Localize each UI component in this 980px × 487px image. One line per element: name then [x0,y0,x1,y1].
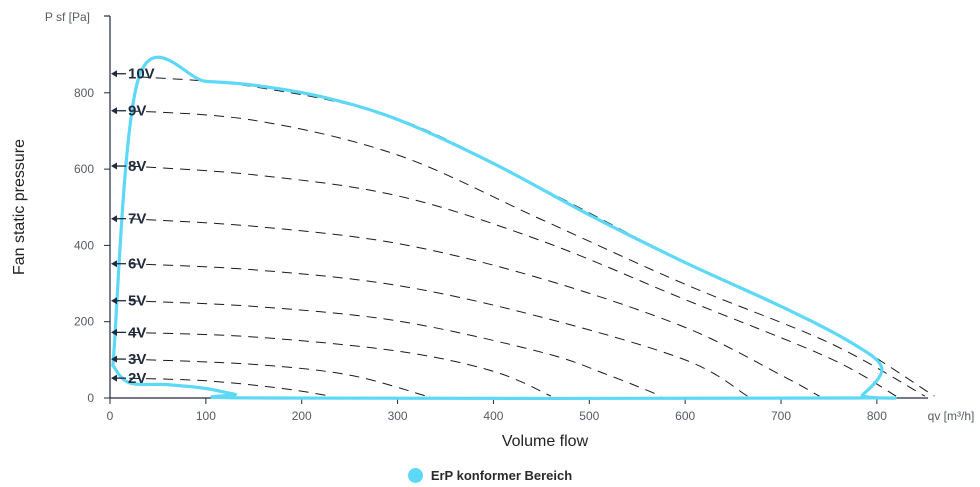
erp-region-outline [111,55,897,401]
arrow-head-icon [111,328,117,336]
x-axis-unit-label: qv [m³/h] [928,409,975,423]
voltage-marker-7v: 7V [111,211,146,228]
voltage-label: 2V [128,370,146,387]
x-tick-label: 800 [867,409,887,423]
axes [104,15,928,399]
voltage-marker-2v: 2V [111,370,146,387]
legend: ErP konformer Bereich [0,468,980,483]
x-tick-label: 200 [292,409,312,423]
curve-6v [129,263,748,397]
voltage-label: 8V [128,158,146,175]
voltage-label: 9V [128,103,146,120]
voltage-marker-9v: 9V [111,103,146,120]
x-tick-label: 600 [675,409,695,423]
x-tick-label: 100 [196,409,216,423]
legend-item-erp[interactable]: ErP konformer Bereich [407,468,573,483]
arrow-head-icon [111,374,117,382]
arrow-head-icon [111,260,117,268]
y-tick-label: 800 [74,86,94,100]
curve-4v [129,331,552,397]
voltage-marker-4v: 4V [111,324,146,341]
x-tick-label: 400 [483,409,503,423]
x-tick-label: 300 [388,409,408,423]
y-tick-label: 400 [74,238,94,252]
arrow-head-icon [111,107,117,115]
voltage-label: 5V [128,293,146,310]
y-tick-label: 0 [87,391,94,405]
voltage-marker-5v: 5V [111,293,146,310]
x-tick-label: 700 [771,409,791,423]
curve-5v [129,300,662,397]
curve-9v [129,110,926,397]
curve-3v [129,358,427,397]
y-tick-label: 600 [74,162,94,176]
voltage-label: 7V [128,211,146,228]
x-tick-label: 0 [107,409,114,423]
erp-region-group [111,55,897,401]
x-tick-label: 500 [579,409,599,423]
legend-marker [407,468,423,483]
curve-10v [138,76,935,397]
curve-7v [129,218,820,397]
arrow-head-icon [111,215,117,223]
voltage-label: 4V [128,324,146,341]
voltage-marker-10v: 10V [111,66,155,83]
legend-label: ErP konformer Bereich [430,468,573,483]
y-ticks: 0 200 400 600 800 [74,86,110,405]
voltage-label: 6V [128,256,146,273]
voltage-label: 10V [128,66,155,83]
voltage-marker-6v: 6V [111,256,146,273]
voltage-curves [129,76,935,397]
y-axis-title: Fan static pressure [11,139,28,275]
y-tick-label: 200 [74,315,94,329]
voltage-label: 3V [128,351,146,368]
voltage-labels: 10V 9V 8V 7V 6V 5V 4V 3V 2V [111,66,155,387]
arrow-head-icon [111,297,117,305]
x-ticks: 0 100 200 300 400 500 600 700 800 [107,398,887,423]
arrow-head-icon [111,355,117,363]
curve-8v [129,165,897,397]
voltage-marker-3v: 3V [111,351,146,368]
arrow-head-icon [111,70,117,78]
arrow-head-icon [111,162,117,170]
x-axis-title: Volume flow [502,433,589,450]
voltage-marker-8v: 8V [111,158,146,175]
y-axis-unit-label: P sf [Pa] [45,10,90,24]
